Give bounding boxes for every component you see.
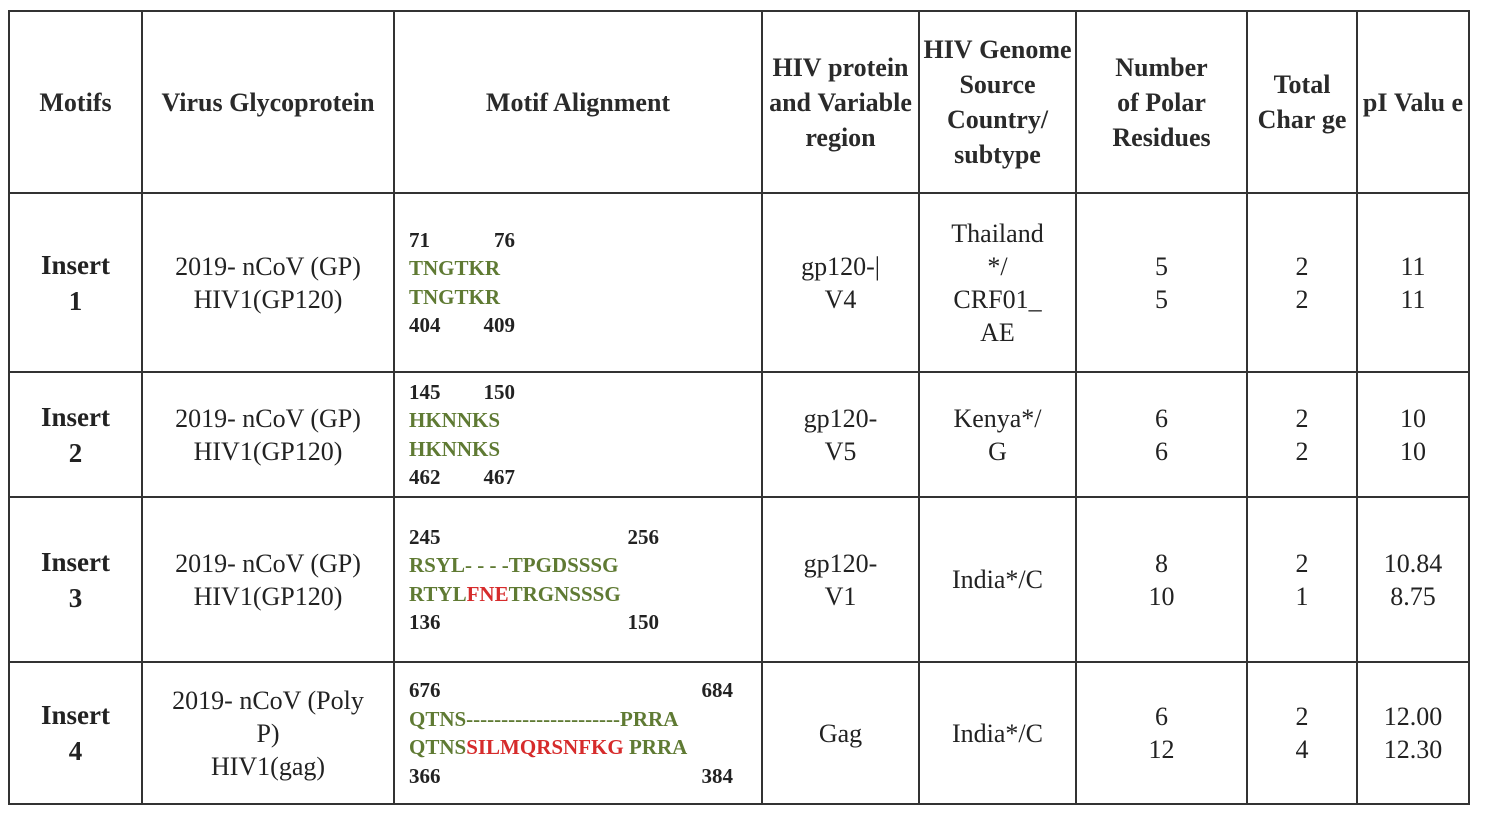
header-polar-residues: Number of Polar Residues <box>1075 10 1248 194</box>
sequence-ncov: TNGTKR <box>409 256 501 280</box>
total-charge-cell: 2 2 <box>1246 192 1358 373</box>
sequence-ncov: QTNS----------------------PRRA <box>409 706 679 731</box>
header-hiv-protein: HIV protein and Variable region <box>761 10 920 194</box>
alignment-block: 145 150 HKNNKS HKNNKS 462 467 <box>409 379 515 490</box>
insertion-residues: SILMQRSNFKG <box>466 735 624 759</box>
header-motifs: Motifs <box>8 10 143 194</box>
header-virus-glycoprotein: Virus Glycoprotein <box>141 10 395 194</box>
hiv-protein-cell: gp120- V1 <box>761 496 920 663</box>
sequence-hiv: RTYLFNETRGNSSSG <box>409 581 621 606</box>
glycoprotein-cell: 2019- nCoV (Poly P) HIV1(gag) <box>141 661 395 805</box>
genome-source-cell: India*/C <box>918 496 1077 663</box>
polar-residues-cell: 6 6 <box>1075 371 1248 498</box>
sequence-hiv: QTNSSILMQRSNFKG PRRA <box>409 735 688 759</box>
alignment-cell: 145 150 HKNNKS HKNNKS 462 467 <box>393 371 763 498</box>
alignment-cell: 676 684 QTNS----------------------PRRA QT… <box>393 661 763 805</box>
alignment-cell: 245 256 RSYL- - - -TPGDSSSG RTYLFNETRGNSS… <box>393 496 763 663</box>
motif-cell: Insert 3 <box>8 496 143 663</box>
glycoprotein-cell: 2019- nCoV (GP) HIV1(GP120) <box>141 192 395 373</box>
motif-cell: Insert 2 <box>8 371 143 498</box>
motif-cell: Insert 1 <box>8 192 143 373</box>
hiv-protein-cell: Gag <box>761 661 920 805</box>
total-charge-cell: 2 4 <box>1246 661 1358 805</box>
table-row: Insert 3 2019- nCoV (GP) HIV1(GP120) 245… <box>8 496 1470 663</box>
alignment-block: 676 684 QTNS----------------------PRRA QT… <box>409 678 733 788</box>
sequence-ncov: HKNNKS <box>409 408 501 432</box>
genome-source-cell: Kenya*/ G <box>918 371 1077 498</box>
total-charge-cell: 2 2 <box>1246 371 1358 498</box>
header-genome-source: HIV Genome Source Country/ subtype <box>918 10 1077 194</box>
header-total-charge: Total Char ge <box>1246 10 1358 194</box>
table-row: Insert 4 2019- nCoV (Poly P) HIV1(gag) 6… <box>8 661 1470 805</box>
hiv-protein-cell: gp120-| V4 <box>761 192 920 373</box>
table-row: Insert 2 2019- nCoV (GP) HIV1(GP120) 145… <box>8 371 1470 498</box>
insertion-residues: FNE <box>466 581 509 606</box>
pi-value-cell: 12.00 12.30 <box>1356 661 1470 805</box>
polar-residues-cell: 8 10 <box>1075 496 1248 663</box>
sequence-ncov: RSYL- - - -TPGDSSSG <box>409 553 619 577</box>
header-pi-value: pI Valu e <box>1356 10 1470 194</box>
alignment-cell: 71 76 TNGTKR TNGTKR 404 409 <box>393 192 763 373</box>
pi-value-cell: 10 10 <box>1356 371 1470 498</box>
pi-value-cell: 11 11 <box>1356 192 1470 373</box>
sequence-hiv: TNGTKR <box>409 284 501 309</box>
total-charge-cell: 2 1 <box>1246 496 1358 663</box>
genome-source-cell: India*/C <box>918 661 1077 805</box>
pi-value-cell: 10.84 8.75 <box>1356 496 1470 663</box>
hiv-protein-cell: gp120- V5 <box>761 371 920 498</box>
motif-comparison-table: Motifs Virus Glycoprotein Motif Alignmen… <box>8 10 1470 805</box>
alignment-block: 245 256 RSYL- - - -TPGDSSSG RTYLFNETRGNSS… <box>409 524 659 635</box>
table-row: Insert 1 2019- nCoV (GP) HIV1(GP120) 71 7… <box>8 192 1470 373</box>
sequence-hiv: HKNNKS <box>409 436 501 461</box>
header-motif-alignment: Motif Alignment <box>393 10 763 194</box>
glycoprotein-cell: 2019- nCoV (GP) HIV1(GP120) <box>141 496 395 663</box>
glycoprotein-cell: 2019- nCoV (GP) HIV1(GP120) <box>141 371 395 498</box>
genome-source-cell: Thailand */ CRF01_ AE <box>918 192 1077 373</box>
header-row: Motifs Virus Glycoprotein Motif Alignmen… <box>8 10 1470 194</box>
alignment-block: 71 76 TNGTKR TNGTKR 404 409 <box>409 227 515 338</box>
polar-residues-cell: 5 5 <box>1075 192 1248 373</box>
polar-residues-cell: 6 12 <box>1075 661 1248 805</box>
motif-cell: Insert 4 <box>8 661 143 805</box>
